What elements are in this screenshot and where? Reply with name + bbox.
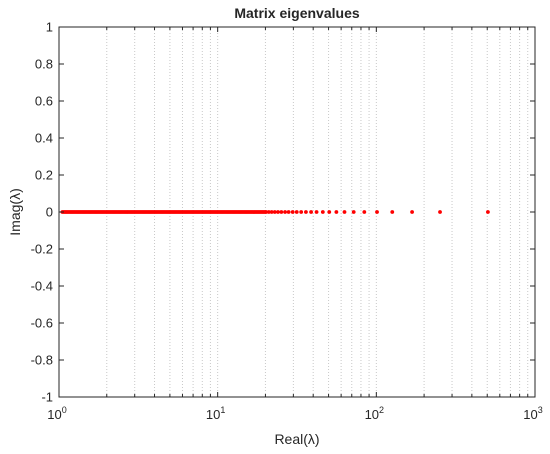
data-point xyxy=(362,210,367,214)
data-point xyxy=(342,210,347,214)
data-points xyxy=(60,210,490,214)
y-tick-label: -0.4 xyxy=(31,279,53,294)
data-point xyxy=(314,210,319,214)
axis-ticks xyxy=(59,26,535,398)
y-tick-label: 0.6 xyxy=(35,94,53,109)
data-point xyxy=(269,210,274,214)
data-point xyxy=(351,210,356,214)
data-point xyxy=(276,210,280,214)
data-point xyxy=(375,210,379,214)
data-point xyxy=(320,210,325,214)
data-point xyxy=(390,210,395,214)
y-tick-label: -0.6 xyxy=(31,316,53,331)
y-tick-label: -1 xyxy=(41,390,53,405)
data-point xyxy=(486,210,490,214)
y-tick-label: -0.2 xyxy=(31,242,53,257)
y-axis-label: Imag(λ) xyxy=(7,188,23,235)
chart-title: Matrix eigenvalues xyxy=(234,5,359,21)
data-point xyxy=(290,210,295,214)
y-tick-label: -0.8 xyxy=(31,353,53,368)
x-axis-label: Real(λ) xyxy=(274,431,319,447)
data-point xyxy=(304,210,308,214)
y-tick-label: 0.2 xyxy=(35,168,53,183)
data-point xyxy=(286,210,291,214)
x-tick-label: 102 xyxy=(365,405,384,422)
x-tick-label: 103 xyxy=(523,405,542,422)
y-tick-label: 0.8 xyxy=(35,57,53,72)
y-tick-label: 1 xyxy=(46,20,53,35)
x-tick-labels: 100 101 102 103 xyxy=(47,405,542,422)
data-point xyxy=(294,210,299,214)
data-point xyxy=(263,210,268,214)
data-point xyxy=(272,210,277,214)
data-point xyxy=(410,210,414,214)
x-tick-label: 101 xyxy=(206,405,225,422)
data-point xyxy=(283,210,287,214)
x-tick-label: 100 xyxy=(47,405,66,422)
data-point xyxy=(438,210,442,214)
data-point xyxy=(279,210,284,214)
data-point xyxy=(266,210,271,214)
y-tick-labels: -1 -0.8 -0.6 -0.4 -0.2 0 0.2 0.4 0.6 0.8 1 xyxy=(31,20,53,405)
data-point xyxy=(327,210,332,214)
y-tick-label: 0.4 xyxy=(35,131,53,146)
data-point xyxy=(334,210,339,214)
data-point xyxy=(299,210,304,214)
y-tick-label: 0 xyxy=(46,205,53,220)
data-point xyxy=(309,210,313,214)
